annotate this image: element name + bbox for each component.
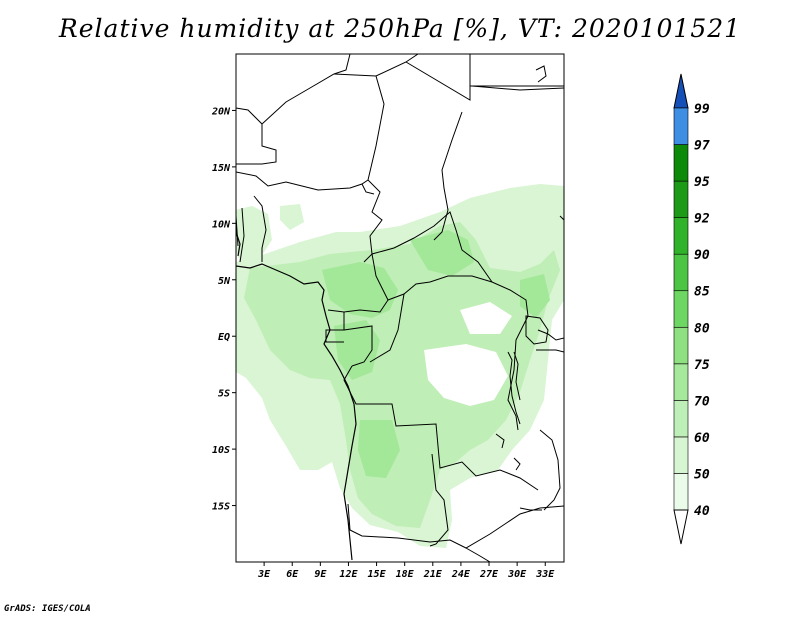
dry-gap-1 — [424, 344, 508, 406]
lon-tick-label: 30E — [507, 569, 527, 580]
chart-title: Relative humidity at 250hPa [%], VT: 202… — [58, 14, 742, 43]
humidity-shading — [236, 184, 564, 548]
lon-tick-label: 6E — [286, 569, 299, 580]
colorbar-label: 95 — [694, 175, 710, 190]
dry-gap-2 — [460, 302, 512, 334]
humidity-area-medium — [244, 222, 560, 528]
latitude-ticks: 20N 15N 10N 5N EQ 5S 10S 15S — [211, 106, 236, 513]
map-frame — [235, 53, 565, 563]
lat-tick-label: 15S — [212, 502, 230, 513]
colorbar-swatch — [673, 363, 689, 401]
colorbar-swatch — [673, 253, 689, 292]
longitude-ticks: 3E 6E 9E 12E 15E 18E 21E 24E 27E 30E 33E — [257, 562, 555, 580]
lat-tick-label: 10N — [212, 219, 231, 230]
colorbar: 40 50 60 70 75 80 85 90 92 95 97 99 — [673, 73, 710, 545]
colorbar-swatch — [673, 180, 689, 218]
colorbar-label: 70 — [694, 394, 710, 409]
colorbar-label: 80 — [694, 321, 710, 336]
lon-tick-label: 3E — [257, 569, 271, 580]
colorbar-label: 40 — [694, 504, 710, 519]
lat-tick-label: 5S — [218, 389, 230, 400]
humidity-area-west — [236, 206, 272, 262]
lat-tick-label: 10S — [212, 445, 230, 456]
colorbar-label: 97 — [694, 139, 710, 154]
coastline — [236, 231, 357, 561]
colorbar-swatch — [673, 436, 689, 474]
colorbar-swatch — [673, 400, 689, 438]
colorbar-top-arrow — [673, 73, 689, 109]
humidity-area-strong-3 — [334, 320, 380, 380]
lon-tick-label: 18E — [396, 569, 415, 580]
humidity-area-north-patch — [280, 204, 304, 230]
grads-credit: GrADS: IGES/COLA — [4, 604, 91, 614]
lon-tick-label: 15E — [368, 569, 387, 580]
lon-tick-label: 9E — [314, 569, 327, 580]
colorbar-label: 50 — [694, 467, 710, 482]
lon-tick-label: 27E — [479, 569, 499, 580]
country-borders — [236, 54, 564, 562]
lon-tick-label: 33E — [535, 569, 555, 580]
humidity-area-strong-5 — [520, 274, 550, 318]
colorbar-swatch — [673, 144, 689, 182]
lat-tick-label: 20N — [211, 106, 231, 117]
colorbar-label: 90 — [694, 248, 710, 263]
colorbar-bottom-arrow — [673, 509, 689, 545]
lat-tick-label: 15N — [212, 163, 231, 174]
colorbar-label: 85 — [694, 285, 710, 300]
colorbar-label: 92 — [694, 212, 710, 227]
humidity-area-strong-2 — [410, 230, 474, 276]
lon-tick-label: 24E — [451, 569, 471, 580]
colorbar-swatch — [673, 107, 689, 145]
colorbar-swatch — [673, 217, 689, 255]
lon-tick-label: 12E — [339, 569, 358, 580]
colorbar-label: 75 — [694, 358, 710, 373]
humidity-area-strong-4 — [358, 420, 400, 478]
colorbar-label: 60 — [694, 431, 710, 446]
colorbar-swatch — [673, 473, 689, 511]
lon-tick-label: 21E — [423, 569, 443, 580]
humidity-area-strong — [322, 262, 398, 318]
colorbar-label: 99 — [694, 102, 710, 117]
colorbar-swatch — [673, 326, 689, 365]
lat-tick-label: EQ — [218, 332, 230, 343]
lakes — [361, 65, 549, 511]
lat-tick-label: 5N — [218, 276, 231, 287]
colorbar-swatch — [673, 290, 689, 328]
